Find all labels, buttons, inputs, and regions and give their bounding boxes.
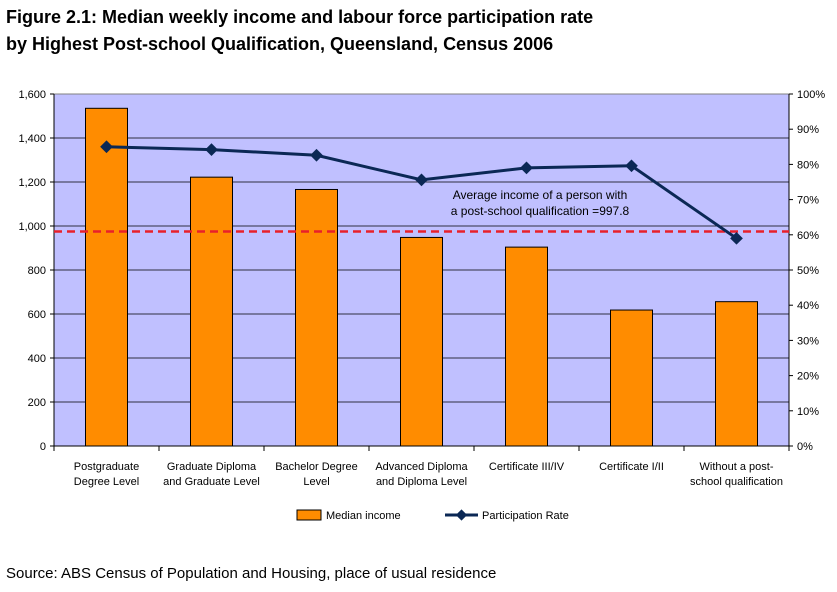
legend-label-median-income: Median income <box>326 510 401 522</box>
average-income-annotation: a post-school qualification =997.8 <box>451 204 630 218</box>
left-axis-tick-label: 400 <box>28 353 46 365</box>
left-axis-tick-label: 0 <box>40 441 46 453</box>
category-label: Without a post- <box>700 461 774 473</box>
bar <box>610 309 653 447</box>
left-axis-tick-label: 1,600 <box>18 89 46 101</box>
bar <box>190 176 233 447</box>
participation-rate-point <box>205 143 218 156</box>
right-axis-tick-label: 0% <box>797 441 813 453</box>
chart-title: Figure 2.1: Median weekly income and lab… <box>6 4 593 58</box>
category-label: and Diploma Level <box>376 476 467 488</box>
right-axis-tick-label: 60% <box>797 230 819 242</box>
right-axis-tick-label: 20% <box>797 371 819 383</box>
bar <box>715 301 758 447</box>
right-axis-tick-label: 100% <box>797 89 825 101</box>
source-note: Source: ABS Census of Population and Hou… <box>6 565 497 582</box>
chart-title-line-1: Figure 2.1: Median weekly income and lab… <box>6 7 594 27</box>
chart-title-line-2: by Highest Post-school Qualification, Qu… <box>6 34 554 54</box>
category-label: and Graduate Level <box>163 476 260 488</box>
left-axis-tick-label: 1,200 <box>18 177 46 189</box>
left-axis-tick-label: 1,000 <box>18 221 46 233</box>
category-label: Postgraduate <box>74 461 139 473</box>
right-axis-tick-label: 40% <box>797 300 819 312</box>
category-label: Certificate III/IV <box>489 461 565 473</box>
right-axis-tick-label: 30% <box>797 335 819 347</box>
category-label: Advanced Diploma <box>375 461 468 473</box>
legend-bar-swatch <box>296 509 322 521</box>
legend-line-marker <box>455 509 468 521</box>
category-label: Graduate Diploma <box>167 461 257 473</box>
category-label: Level <box>303 476 329 488</box>
average-income-annotation: Average income of a person with <box>453 188 628 202</box>
bar <box>505 246 548 447</box>
right-axis-tick-label: 50% <box>797 265 819 277</box>
right-axis-tick-label: 10% <box>797 406 819 418</box>
category-label: Degree Level <box>74 476 139 488</box>
right-axis-tick-label: 70% <box>797 195 819 207</box>
participation-rate-point <box>100 140 113 154</box>
left-axis-tick-label: 600 <box>28 309 46 321</box>
participation-rate-point <box>310 148 323 162</box>
left-axis-tick-label: 200 <box>28 397 46 409</box>
category-label: Bachelor Degree <box>275 461 358 473</box>
category-label: Certificate I/II <box>599 461 664 473</box>
category-label: school qualification <box>690 476 783 488</box>
right-axis-tick-label: 90% <box>797 124 819 136</box>
participation-rate-point <box>415 173 428 187</box>
bar <box>400 236 443 447</box>
legend-label-participation-rate: Participation Rate <box>482 510 569 522</box>
left-axis-tick-label: 1,400 <box>18 133 46 145</box>
right-axis-tick-label: 80% <box>797 159 819 171</box>
combo-chart: 0 200 400 600 800 1,000 1,200 1,400 1,600 0% 10% 20… <box>18 89 825 522</box>
bar <box>295 188 338 447</box>
bar <box>85 107 128 447</box>
left-axis-tick-label: 800 <box>28 265 46 277</box>
